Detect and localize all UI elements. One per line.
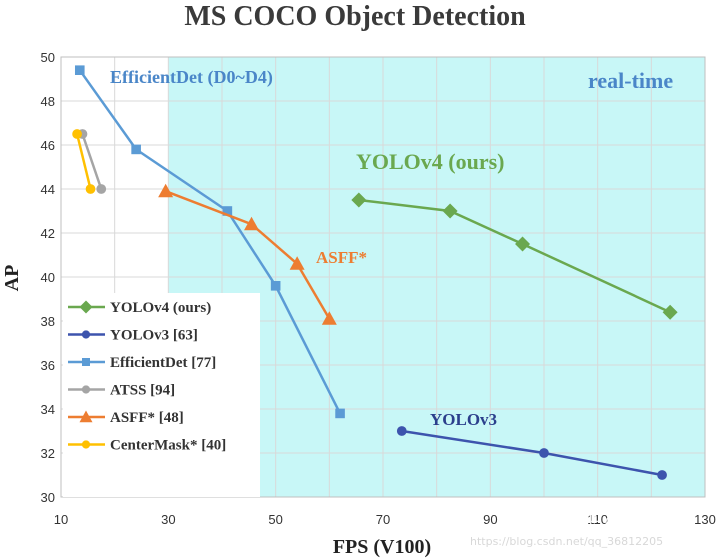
legend-marker	[79, 410, 93, 423]
x-tick-label: 110	[587, 512, 608, 527]
data-point	[289, 256, 305, 270]
watermark-url: https://blog.csdn.net/qq_36812205	[470, 535, 663, 548]
y-axis-label: AP	[1, 265, 23, 292]
y-tick-label: 30	[41, 490, 55, 505]
data-point	[131, 144, 141, 155]
data-point	[657, 470, 667, 480]
axes: 30 32 34 36 38 40 42 44 46 48 50 10 30 50 70 90 110 130	[41, 50, 716, 527]
legend-marker	[81, 440, 91, 449]
legend-label: YOLOv3 [63]	[110, 328, 198, 344]
y-tick-label: 42	[41, 226, 55, 241]
legend-marker	[81, 385, 91, 394]
data-point	[85, 184, 96, 194]
series-line	[165, 190, 331, 320]
legend-label: CenterMask* [40]	[110, 438, 226, 454]
data-point	[222, 206, 233, 216]
series-layer	[72, 65, 678, 480]
x-tick-label: 130	[694, 512, 716, 527]
legend: YOLOv4 (ours) YOLOv3 [63] EfficientDet [77…	[63, 293, 260, 497]
annotation-real-time: real-time	[588, 68, 673, 93]
y-tick-label: 36	[41, 358, 55, 373]
data-point	[515, 236, 531, 252]
series-centermask-40	[72, 129, 96, 194]
data-point	[96, 184, 107, 194]
legend-label: YOLOv4 (ours)	[110, 300, 211, 316]
data-point	[321, 311, 337, 325]
legend-item: YOLOv4 (ours)	[68, 300, 211, 316]
data-point	[662, 304, 678, 320]
y-tick-label: 44	[41, 182, 55, 197]
legend-label: EfficientDet [77]	[110, 355, 216, 371]
y-tick-label: 32	[41, 446, 55, 461]
chart-title: MS COCO Object Detection	[184, 1, 526, 32]
series-line	[81, 133, 103, 190]
legend-item: ASFF* [48]	[68, 410, 184, 426]
y-tick-label: 50	[41, 50, 55, 65]
data-point	[396, 426, 407, 436]
data-point	[74, 65, 85, 75]
series-yolov3-63	[396, 426, 667, 480]
series-line	[75, 133, 92, 190]
x-tick-label: 50	[268, 512, 282, 527]
y-tick-label: 34	[41, 402, 55, 417]
annotation-yolov4: YOLOv4 (ours)	[356, 149, 505, 174]
data-point	[158, 183, 174, 198]
annotation-efficientdet: EfficientDet (D0~D4)	[110, 67, 273, 88]
y-tick-label: 48	[41, 94, 55, 109]
x-tick-label: 10	[54, 512, 68, 527]
series-yolov4-ours	[351, 192, 678, 320]
x-tick-label: 90	[483, 512, 497, 527]
annotation-asff: ASFF*	[316, 248, 367, 267]
legend-item: ATSS [94]	[68, 383, 175, 399]
legend-item: EfficientDet [77]	[68, 355, 216, 371]
data-point	[244, 216, 260, 231]
data-point	[442, 203, 458, 219]
legend-label: ASFF* [48]	[110, 410, 184, 426]
data-point	[335, 408, 345, 419]
data-point	[351, 192, 367, 208]
legend-label: ATSS [94]	[110, 383, 175, 399]
watermark-brand: 知乎 @CVHub	[565, 512, 679, 532]
y-tick-label: 38	[41, 314, 55, 329]
data-point	[72, 129, 82, 139]
x-axis-label: FPS (V100)	[333, 536, 431, 558]
legend-marker	[79, 300, 93, 314]
series-line	[358, 198, 671, 314]
x-tick-label: 30	[161, 512, 175, 527]
data-point	[539, 448, 549, 458]
legend-box	[63, 293, 260, 497]
legend-item: YOLOv3 [63]	[68, 328, 198, 344]
y-tick-label: 40	[41, 270, 55, 285]
x-tick-label: 70	[376, 512, 390, 527]
annotation-yolov3: YOLOv3	[430, 410, 497, 429]
legend-marker	[82, 358, 90, 366]
legend-item: CenterMask* [40]	[68, 438, 226, 454]
series-efficientdet-77	[74, 65, 345, 419]
data-point	[270, 281, 281, 291]
series-asff-48	[158, 183, 337, 325]
plot-frame	[60, 56, 706, 498]
y-tick-label: 46	[41, 138, 55, 153]
legend-marker	[81, 330, 91, 339]
